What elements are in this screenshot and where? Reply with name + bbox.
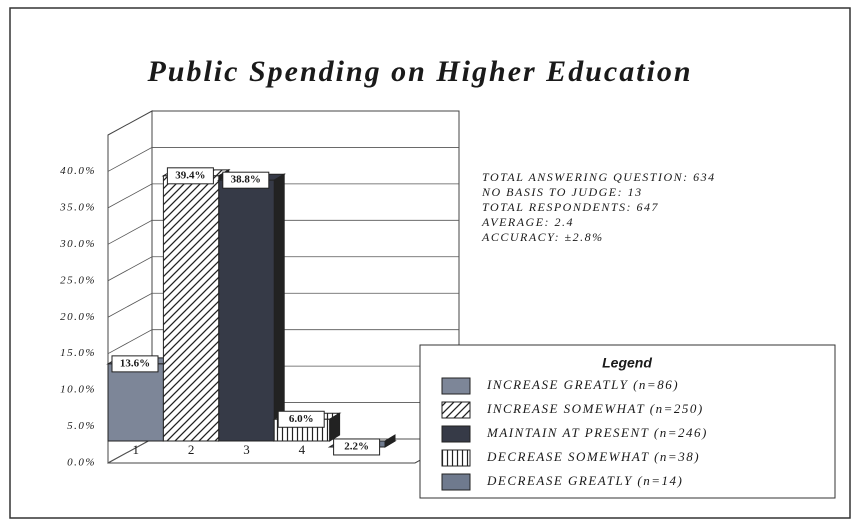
plot: 0.0% 5.0% 10.0% 15.0% 20.0% 25.0% 30.0% 35.0% 40… [59,110,460,469]
value-label-box [166,167,214,185]
legend-swatch [441,473,471,491]
annotation: TOTAL RESPONDENTS: 647 [482,200,659,214]
chart-title: Public Spending on Higher Education [146,55,692,88]
value-label: 39.4% [175,169,205,181]
y-tick-label: 0.0% [67,457,96,469]
value-label: 13.6% [120,357,150,369]
legend-entry: DECREASE GREATLY (n=14) [486,473,683,488]
floor [107,438,460,464]
value-label: 2.2% [344,440,369,452]
y-tick-label: 35.0% [59,201,96,213]
y-tick-label: 15.0% [60,347,96,359]
legend-entry: INCREASE SOMEWHAT (n=250) [486,401,704,416]
annotation: AVERAGE: 2.4 [481,215,574,229]
bar [107,363,164,442]
y-tick-label: 10.0% [60,384,96,396]
legend-swatch [441,401,471,419]
bar [218,179,275,442]
value-label: 6.0% [289,413,314,425]
legend-box [419,344,836,499]
x-tick-label: 1 [132,442,139,457]
grid-line [107,147,459,172]
bar-side [273,173,285,442]
x-tick-label: 3 [243,442,250,457]
annotation: TOTAL ANSWERING QUESTION: 634 [482,170,716,184]
y-tick-label: 5.0% [67,420,96,432]
legend-swatch [441,425,471,443]
value-label-box [277,410,325,428]
value-label-box [222,171,270,189]
grid-line [107,329,459,355]
legend-swatch [441,377,471,395]
legend-swatch [441,449,471,467]
annotation: NO BASIS TO JUDGE: 13 [481,185,643,199]
legend-title: Legend [602,355,652,371]
value-label-box [111,355,159,373]
annotation: ACCURACY: ±2.8% [481,230,604,244]
grid-line [107,292,459,318]
value-label: 38.8% [231,174,261,186]
legend-entry: INCREASE GREATLY (n=86) [486,377,679,392]
bar-side [384,434,396,448]
value-label-box [333,438,381,456]
legend-entry: DECREASE SOMEWHAT (n=38) [486,449,700,464]
x-tick-label: 4 [299,442,306,457]
y-tick-label: 25.0% [60,274,96,286]
grid-line [107,183,459,209]
grid-line [107,219,459,245]
y-tick-label: 20.0% [60,311,96,323]
y-tick-label: 30.0% [59,238,96,250]
grid-line [107,256,459,282]
bar [162,175,220,442]
y-tick-label: 40.0% [60,165,96,177]
x-tick-label: 2 [188,442,195,457]
legend-entry: MAINTAIN AT PRESENT (n=246) [486,425,708,440]
